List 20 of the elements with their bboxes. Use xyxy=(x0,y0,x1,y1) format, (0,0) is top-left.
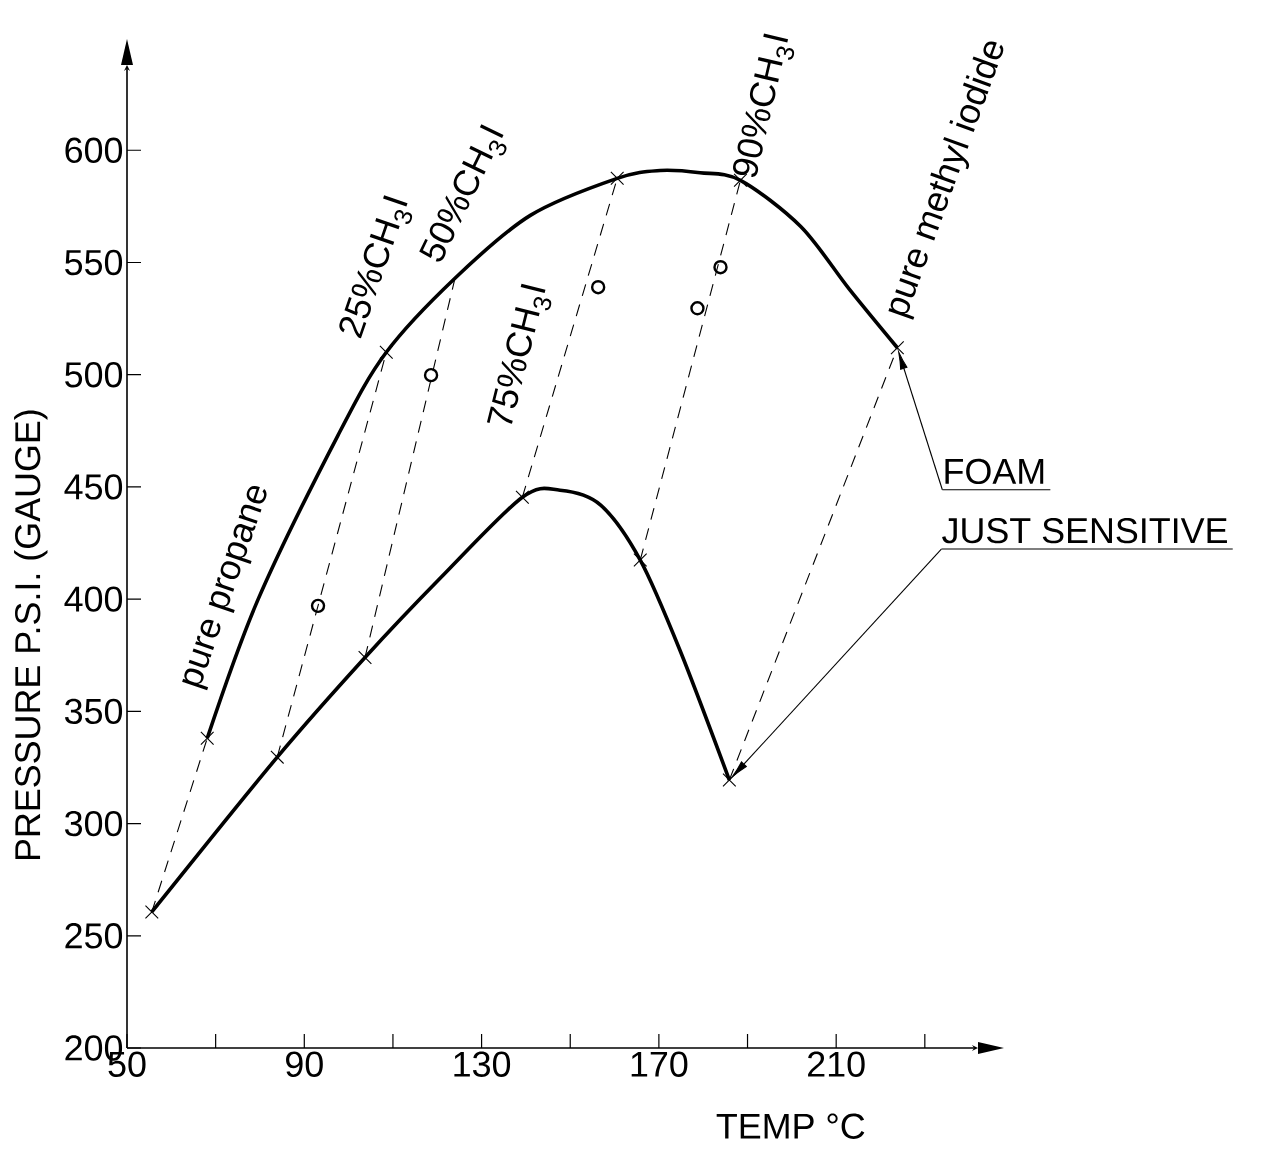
x-axis-title: TEMP °C xyxy=(716,1113,865,1139)
annotation: 75%CH$_{3}$I xyxy=(486,283,552,424)
y-tick-label: 300 xyxy=(65,810,123,837)
y-tick-label: 350 xyxy=(65,698,123,725)
annotation: pure methyl iodide xyxy=(888,41,1004,320)
y-tick-label: 550 xyxy=(65,249,123,276)
annotation: pure propane xyxy=(182,485,267,691)
annotation: FOAM xyxy=(945,458,1044,485)
y-tick-label: 400 xyxy=(64,586,123,612)
x-tick-label: 170 xyxy=(631,1051,688,1077)
y-tick-label: 600 xyxy=(65,137,123,163)
annotation: 90%CH$_{3}$I xyxy=(733,33,795,177)
annotation: JUST SENSITIVE xyxy=(942,517,1227,544)
y-tick-label: 450 xyxy=(64,474,123,500)
x-tick-label: 90 xyxy=(286,1051,323,1077)
y-tick-label: 500 xyxy=(65,362,123,388)
y-tick-label: 250 xyxy=(65,923,123,949)
x-tick-label: 130 xyxy=(454,1051,511,1077)
y-axis-title: PRESSURE P.S.I. (GAUGE) xyxy=(14,410,48,860)
x-tick-label: 210 xyxy=(808,1051,865,1077)
